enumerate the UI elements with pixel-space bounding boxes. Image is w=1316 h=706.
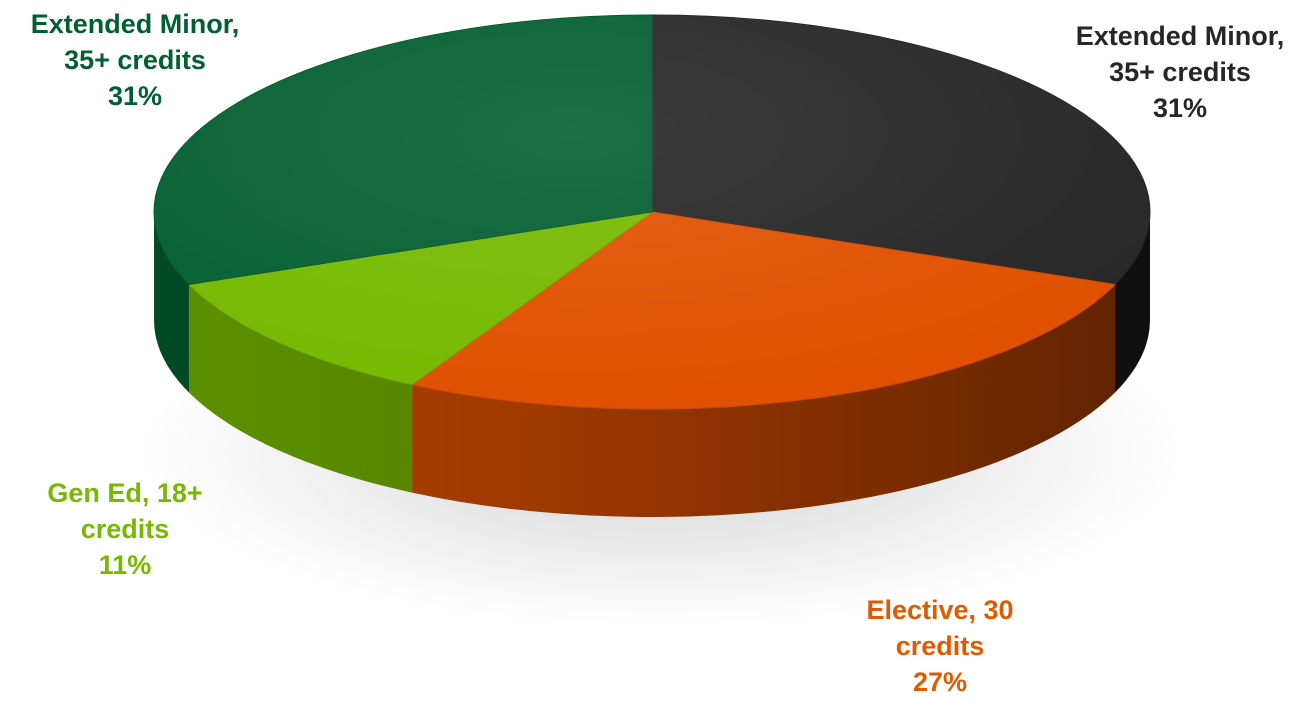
slice-label-extended-minor-right: Extended Minor, 35+ credits 31%	[1040, 18, 1316, 126]
slice-percent: 11%	[98, 550, 152, 580]
slice-label-line1: Gen Ed, 18+	[47, 478, 203, 508]
slice-percent: 31%	[107, 81, 163, 111]
slice-label-elective: Elective, 30 credits 27%	[830, 592, 1050, 700]
slice-1-side	[412, 284, 1116, 517]
slice-label-gen-ed: Gen Ed, 18+ credits 11%	[20, 475, 230, 583]
slice-percent: 27%	[912, 667, 968, 697]
slice-label-extended-minor-left: Extended Minor, 35+ credits 31%	[0, 6, 270, 114]
slice-label-line2: 35+ credits	[1109, 57, 1251, 87]
slice-label-line2: credits	[80, 514, 170, 544]
slice-label-line1: Extended Minor,	[1075, 21, 1285, 51]
slice-label-line1: Extended Minor,	[30, 9, 240, 39]
slice-label-line2: 35+ credits	[64, 45, 206, 75]
slice-label-line1: Elective, 30	[866, 595, 1014, 625]
slice-label-line2: credits	[895, 631, 985, 661]
slice-percent: 31%	[1152, 93, 1208, 123]
